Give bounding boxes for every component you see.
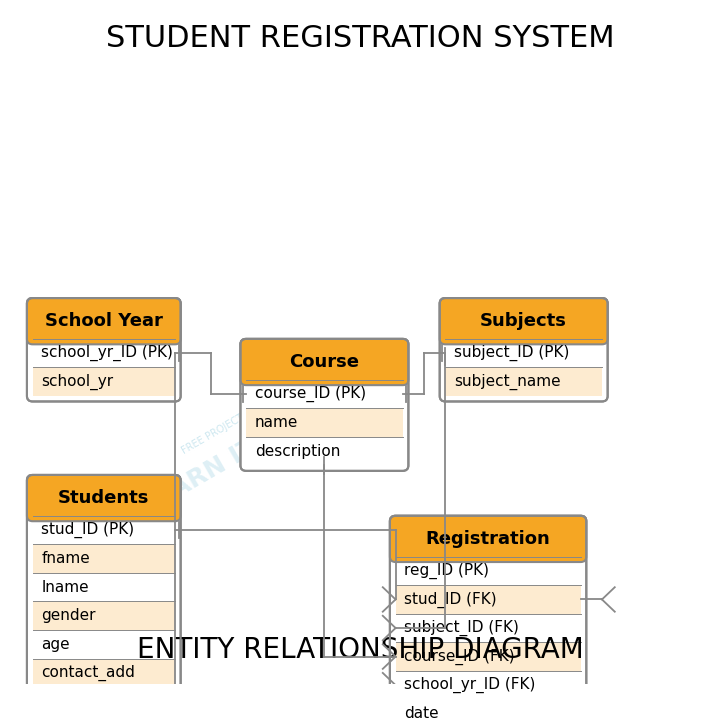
Text: Subjects: Subjects (480, 312, 567, 330)
Bar (395, 585, 580, 613)
Text: STUDENT REGISTRATION SYSTEM: STUDENT REGISTRATION SYSTEM (106, 24, 614, 53)
Text: FREE PROJECTS WITH SOURCE CODE AND...: FREE PROJECTS WITH SOURCE CODE AND... (180, 341, 369, 456)
Bar (32, 630, 175, 659)
Text: stud_ID (PK): stud_ID (PK) (41, 522, 135, 538)
Text: school_yr_ID (PK): school_yr_ID (PK) (41, 345, 173, 361)
Bar (246, 408, 402, 437)
Bar (32, 367, 175, 396)
Bar (395, 613, 580, 642)
FancyBboxPatch shape (440, 298, 608, 402)
FancyBboxPatch shape (240, 339, 408, 471)
FancyBboxPatch shape (240, 339, 408, 385)
Text: Course: Course (289, 353, 359, 371)
Bar (395, 557, 580, 585)
Bar (446, 367, 602, 396)
Text: contact_add: contact_add (41, 665, 135, 681)
FancyBboxPatch shape (27, 475, 181, 521)
Bar (32, 516, 175, 544)
Bar (395, 699, 580, 720)
Bar (32, 573, 175, 601)
Text: stud_ID (FK): stud_ID (FK) (404, 591, 497, 608)
FancyBboxPatch shape (27, 298, 181, 402)
Bar (36, 498, 171, 516)
FancyBboxPatch shape (27, 298, 181, 344)
Text: subject_ID (PK): subject_ID (PK) (454, 345, 570, 361)
Bar (449, 321, 598, 339)
FancyBboxPatch shape (440, 298, 608, 344)
Text: ENTITY RELATIONSHIP DIAGRAM: ENTITY RELATIONSHIP DIAGRAM (137, 636, 583, 665)
Text: school_yr: school_yr (41, 374, 113, 390)
Text: age: age (41, 637, 70, 652)
FancyBboxPatch shape (27, 475, 181, 693)
Bar (246, 379, 402, 408)
FancyBboxPatch shape (390, 516, 586, 720)
Bar (395, 671, 580, 699)
Text: description: description (255, 444, 340, 459)
Text: name: name (255, 415, 298, 430)
Bar (395, 642, 580, 671)
Bar (32, 544, 175, 573)
Text: fname: fname (41, 551, 90, 566)
Text: LEARN IT SOURCE: LEARN IT SOURCE (139, 374, 368, 519)
Bar (32, 339, 175, 367)
Text: School Year: School Year (45, 312, 163, 330)
Text: Students: Students (58, 489, 150, 507)
Text: gender: gender (41, 608, 96, 624)
Bar (32, 601, 175, 630)
Text: subject_ID (FK): subject_ID (FK) (404, 620, 519, 636)
Text: reg_ID (PK): reg_ID (PK) (404, 563, 489, 579)
Bar (36, 321, 171, 339)
Bar (446, 339, 602, 367)
FancyBboxPatch shape (390, 516, 586, 562)
Text: course_ID (FK): course_ID (FK) (404, 649, 515, 665)
Bar (399, 539, 577, 557)
Bar (246, 437, 402, 465)
Bar (250, 362, 399, 379)
Bar (32, 659, 175, 687)
Text: subject_name: subject_name (454, 374, 561, 390)
Text: Registration: Registration (426, 530, 551, 548)
Text: course_ID (PK): course_ID (PK) (255, 386, 366, 402)
Text: school_yr_ID (FK): school_yr_ID (FK) (404, 677, 536, 693)
Text: lname: lname (41, 580, 89, 595)
Text: date: date (404, 706, 438, 720)
